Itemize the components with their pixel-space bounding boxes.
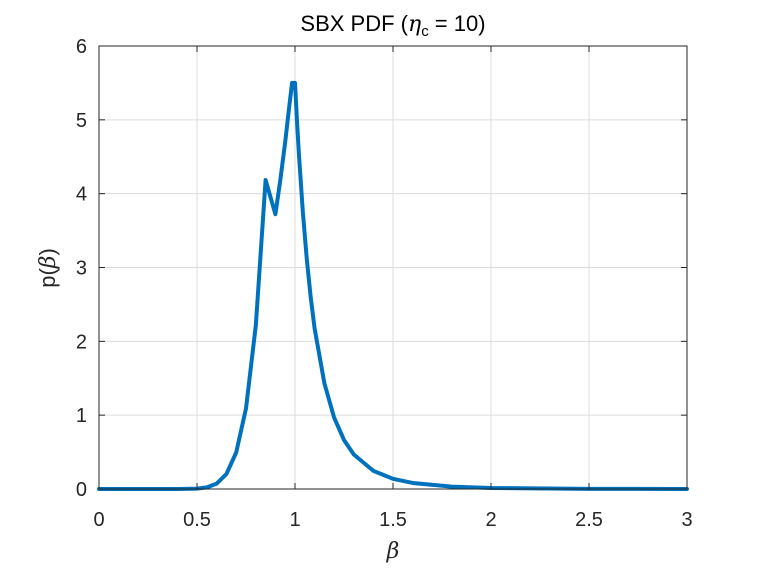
- y-tick-label: 0: [76, 479, 87, 501]
- x-tick-label: 1.5: [379, 509, 407, 531]
- y-tick-labels: 0 1 2 3 4 5 6: [76, 36, 87, 501]
- x-tick-label: 1: [289, 509, 300, 531]
- x-tick-label: 0: [93, 509, 104, 531]
- x-axis-label: β: [386, 539, 400, 564]
- y-tick-label: 5: [76, 110, 87, 132]
- chart-title: SBX PDF (ηc = 10): [300, 11, 485, 40]
- x-tick-labels: 0 0.5 1 1.5 2 2.5 3: [93, 509, 692, 531]
- series-layer: [97, 80, 689, 491]
- tick-marks: [98, 45, 688, 490]
- y-tick-label: 6: [76, 36, 87, 58]
- x-tick-label: 2.5: [575, 509, 603, 531]
- x-tick-label: 2: [485, 509, 496, 531]
- x-tick-label: 0.5: [183, 509, 211, 531]
- y-tick-label: 3: [76, 258, 87, 280]
- y-tick-label: 2: [76, 331, 87, 353]
- y-tick-label: 4: [76, 184, 87, 206]
- x-tick-label: 3: [681, 509, 692, 531]
- y-axis-label: p(β): [35, 248, 61, 288]
- y-tick-label: 1: [76, 405, 87, 427]
- series-line: [97, 80, 689, 491]
